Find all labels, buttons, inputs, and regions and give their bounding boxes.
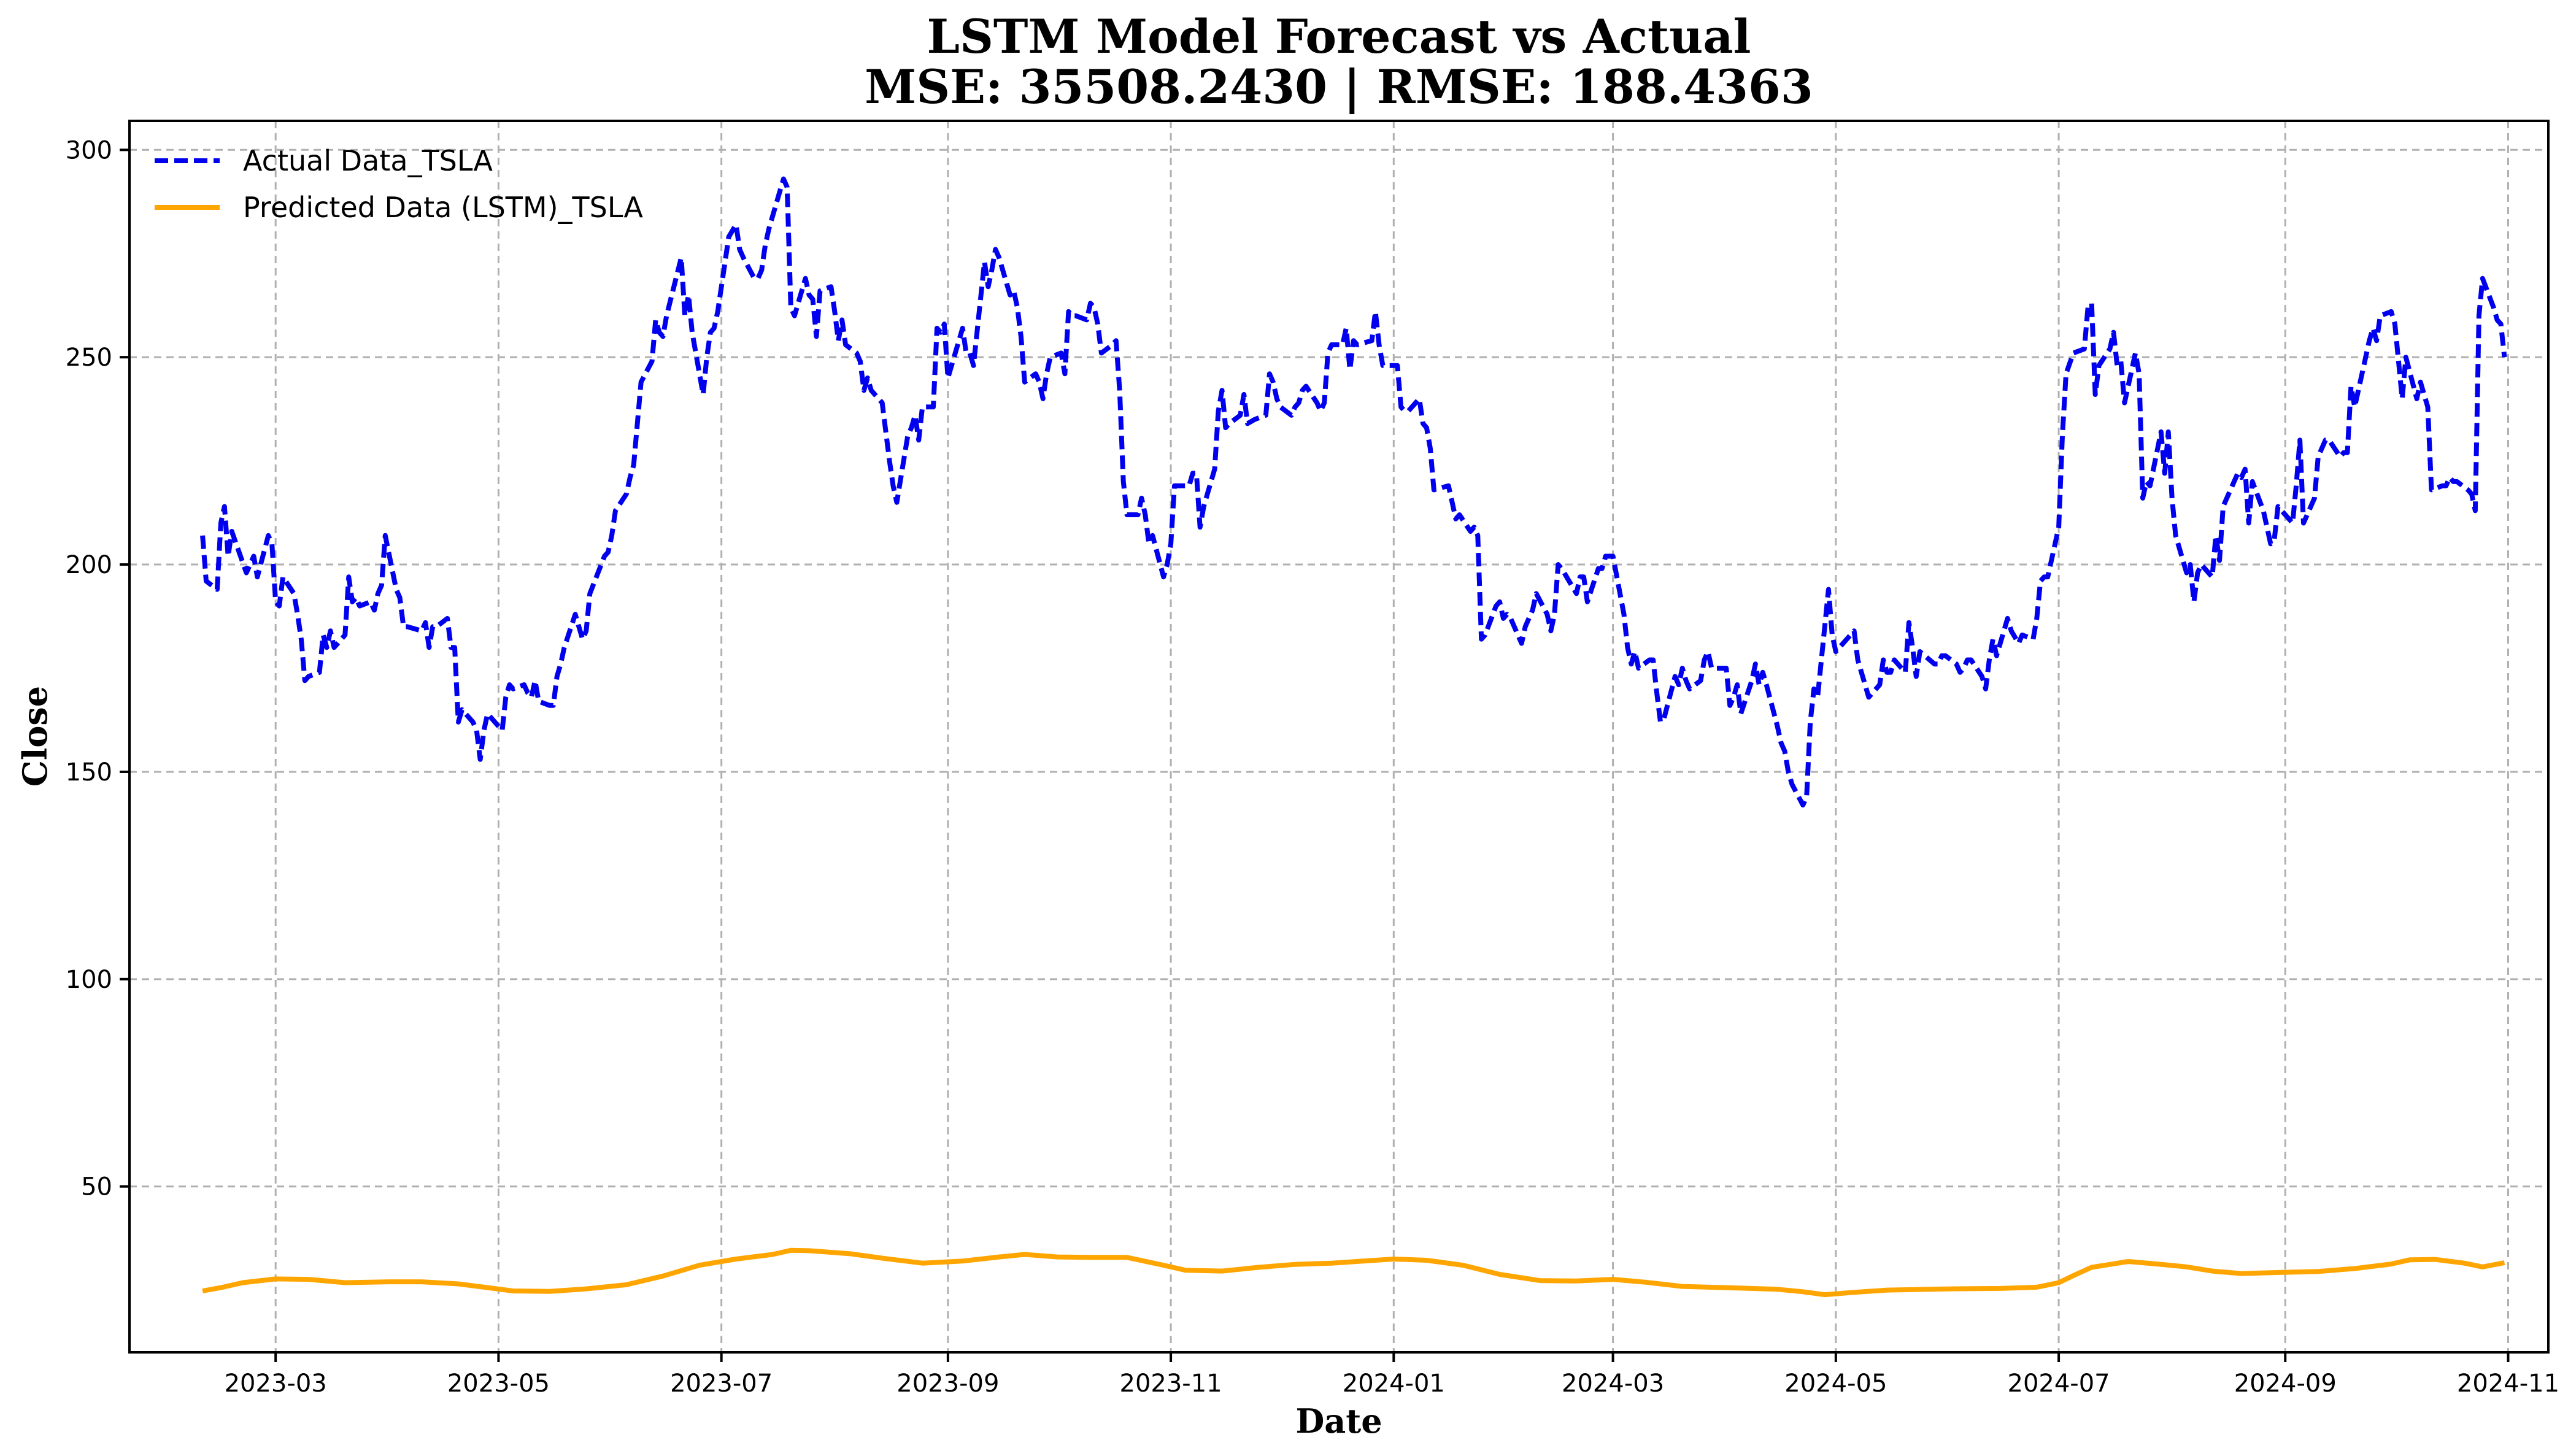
y-tick-label: 100 bbox=[66, 966, 112, 994]
x-axis-label: Date bbox=[1295, 1401, 1382, 1441]
y-tick-label: 200 bbox=[66, 551, 112, 579]
x-tick-label: 2024-11 bbox=[2457, 1369, 2559, 1398]
y-tick-label: 250 bbox=[66, 344, 112, 372]
x-tick-label: 2023-05 bbox=[447, 1369, 550, 1398]
chart-title: LSTM Model Forecast vs Actual bbox=[927, 9, 1751, 64]
x-tick-label: 2023-03 bbox=[225, 1369, 327, 1398]
x-tick-label: 2024-03 bbox=[1562, 1369, 1664, 1398]
x-tick-label: 2023-09 bbox=[896, 1369, 999, 1398]
y-tick-label: 300 bbox=[66, 136, 112, 164]
chart-subtitle: MSE: 35508.2430 | RMSE: 188.4363 bbox=[865, 60, 1813, 115]
y-axis-label: Close bbox=[15, 686, 55, 787]
x-tick-label: 2024-09 bbox=[2234, 1369, 2337, 1398]
x-tick-label: 2024-05 bbox=[1784, 1369, 1887, 1398]
x-tick-label: 2024-01 bbox=[1343, 1369, 1445, 1398]
x-tick-label: 2023-07 bbox=[670, 1369, 773, 1398]
legend-label-actual: Actual Data_TSLA bbox=[243, 144, 493, 177]
legend-label-predicted: Predicted Data (LSTM)_TSLA bbox=[243, 191, 644, 224]
x-tick-label: 2024-07 bbox=[2008, 1369, 2110, 1398]
y-tick-label: 50 bbox=[81, 1173, 112, 1201]
y-tick-label: 150 bbox=[66, 758, 112, 787]
x-tick-label: 2023-11 bbox=[1120, 1369, 1222, 1398]
